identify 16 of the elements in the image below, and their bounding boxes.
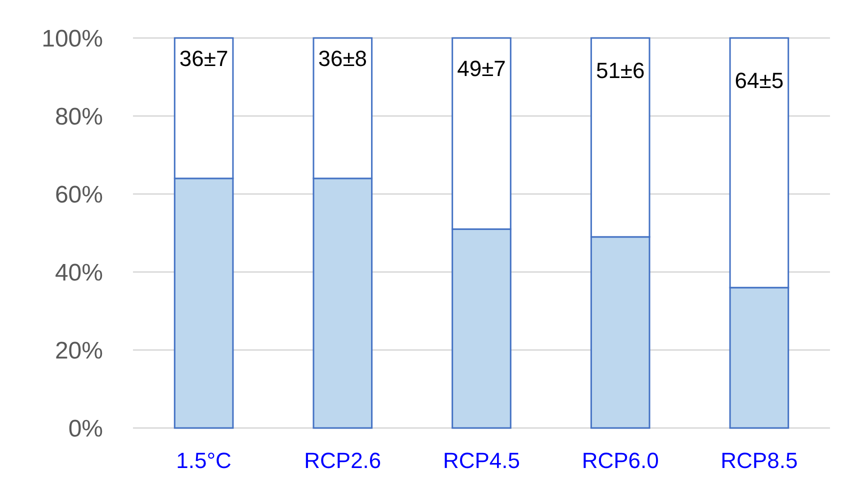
data-label: 36±8	[318, 46, 368, 72]
data-label: 36±7	[179, 46, 228, 72]
y-tick-label: 60%	[54, 181, 103, 208]
data-label: 64±5	[734, 68, 784, 93]
x-tick-label: RCP2.6	[304, 448, 382, 473]
x-tick-label: 1.5°C	[176, 448, 232, 473]
y-tick-label: 80%	[54, 103, 103, 130]
y-tick-label: 40%	[54, 259, 103, 286]
x-tick-label: RCP4.5	[442, 448, 520, 473]
y-tick-label: 0%	[68, 415, 103, 442]
y-tick-label: 100%	[42, 25, 103, 52]
y-tick-label: 20%	[54, 337, 103, 364]
data-label: 51±6	[596, 58, 645, 83]
x-tick-label: RCP8.5	[720, 448, 798, 473]
x-tick-label: RCP6.0	[582, 448, 659, 473]
data-label: 49±7	[457, 56, 506, 82]
